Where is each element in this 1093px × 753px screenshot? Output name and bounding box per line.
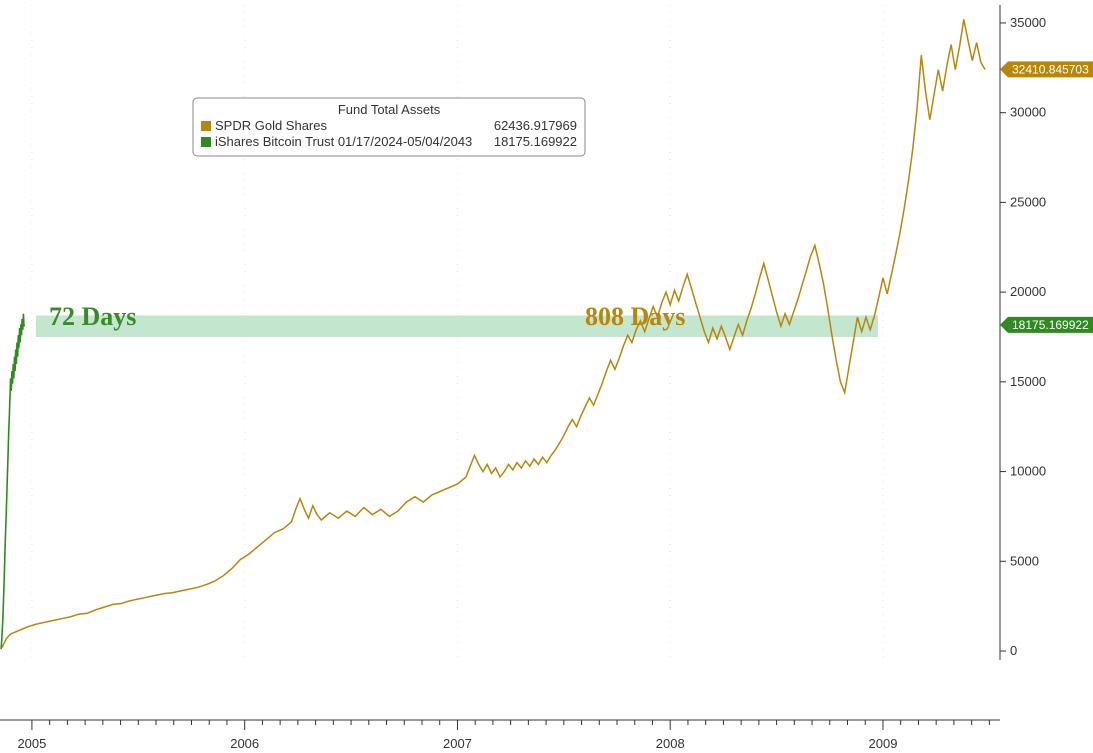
value-flag-label: 32410.845703 <box>1012 62 1089 76</box>
chart-container: 0 5000 10000 15000 20000 25000 30000 35000 2005 2… <box>0 0 1093 753</box>
legend-item-label: SPDR Gold Shares <box>215 118 327 133</box>
x-tick-label: 2006 <box>230 736 259 751</box>
x-tick-label: 2005 <box>17 736 46 751</box>
x-tick-label: 2009 <box>869 736 898 751</box>
y-tick-label: 25000 <box>1010 194 1046 209</box>
legend-item-value: 18175.169922 <box>494 134 577 149</box>
legend-item-value: 62436.917969 <box>494 118 577 133</box>
y-tick-label: 20000 <box>1010 284 1046 299</box>
legend-title: Fund Total Assets <box>338 102 441 117</box>
line-chart: 0 5000 10000 15000 20000 25000 30000 35000 2005 2… <box>0 0 1093 753</box>
y-tick-label: 5000 <box>1010 553 1039 568</box>
highlight-band <box>36 315 878 337</box>
x-tick-label: 2008 <box>656 736 685 751</box>
x-tick-label: 2007 <box>443 736 472 751</box>
legend-item-label: iShares Bitcoin Trust 01/17/2024-05/04/2… <box>215 134 472 149</box>
annotation-label: 808 Days <box>585 302 685 331</box>
y-tick-label: 0 <box>1010 643 1017 658</box>
annotation-label: 72 Days <box>49 302 136 331</box>
y-tick-label: 35000 <box>1010 15 1046 30</box>
value-flag-label: 18175.169922 <box>1012 318 1089 332</box>
legend-swatch <box>201 137 211 147</box>
y-tick-label: 10000 <box>1010 464 1046 479</box>
legend-swatch <box>201 121 211 131</box>
y-tick-label: 15000 <box>1010 374 1046 389</box>
y-tick-label: 30000 <box>1010 105 1046 120</box>
